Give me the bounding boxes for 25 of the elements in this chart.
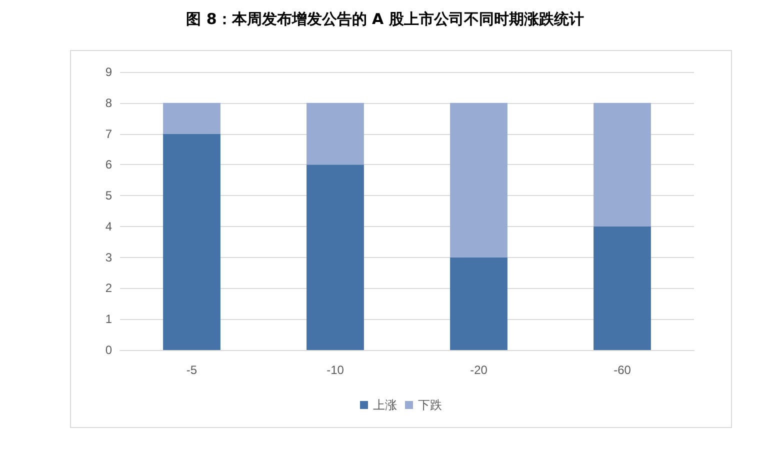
chart-title: 图 8：本周发布增发公告的 A 股上市公司不同时期涨跌统计: [185, 10, 585, 29]
y-tick-label: 5: [105, 188, 112, 203]
y-tick-label: 1: [105, 312, 112, 326]
x-tick-label: -60: [614, 363, 632, 377]
bar: [163, 134, 220, 350]
bar: [594, 226, 651, 350]
bar: [306, 164, 364, 350]
y-tick-label: 8: [105, 96, 112, 110]
y-tick-label: 4: [105, 219, 112, 234]
legend-label: 上涨: [373, 398, 397, 412]
y-tick-label: 2: [105, 281, 112, 296]
bar: [163, 102, 220, 134]
x-tick-label: -20: [470, 363, 488, 377]
x-tick-label: -5: [186, 363, 198, 377]
y-tick-label: 6: [105, 158, 112, 172]
x-tick-label: -10: [326, 363, 344, 377]
bar: [450, 257, 508, 350]
bar: [306, 102, 364, 165]
legend-label: 下跌: [418, 398, 442, 412]
y-tick-label: 9: [105, 65, 112, 79]
y-tick-label: 7: [105, 126, 112, 141]
y-tick-label: 3: [105, 250, 112, 264]
bar: [450, 102, 508, 258]
y-tick-label: 0: [105, 343, 112, 357]
bar: [594, 102, 651, 226]
